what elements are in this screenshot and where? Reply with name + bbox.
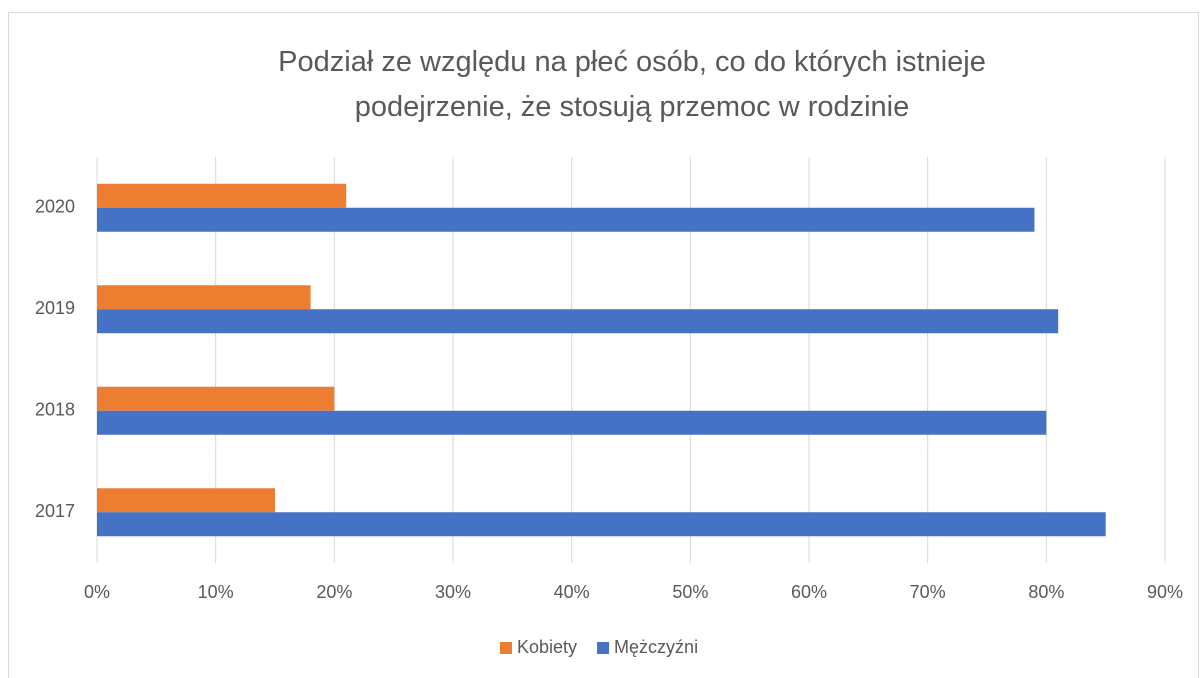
legend-swatch bbox=[500, 642, 512, 654]
x-tick-label: 50% bbox=[672, 582, 708, 602]
y-tick-label: 2017 bbox=[35, 501, 75, 521]
bar bbox=[97, 207, 1035, 232]
x-tick-label: 30% bbox=[435, 582, 471, 602]
bar bbox=[97, 386, 335, 411]
chart-title: Podział ze względu na płeć osób, co do k… bbox=[278, 46, 986, 123]
x-tick-label: 10% bbox=[198, 582, 234, 602]
x-tick-label: 0% bbox=[84, 582, 110, 602]
legend-swatch bbox=[597, 642, 610, 654]
x-tick-label: 60% bbox=[791, 582, 827, 602]
bar bbox=[97, 183, 347, 208]
y-tick-label: 2020 bbox=[35, 197, 75, 217]
bar bbox=[97, 512, 1106, 537]
y-tick-label: 2018 bbox=[35, 400, 75, 420]
x-tick-label: 70% bbox=[910, 582, 946, 602]
x-tick-label: 40% bbox=[554, 582, 590, 602]
chart-border bbox=[8, 12, 1199, 678]
legend-label: Kobiety bbox=[517, 637, 577, 657]
y-tick-label: 2019 bbox=[35, 298, 75, 318]
bar bbox=[97, 410, 1047, 435]
legend-label: Mężczyźni bbox=[614, 637, 698, 657]
x-tick-label: 20% bbox=[316, 582, 352, 602]
x-tick-label: 80% bbox=[1028, 582, 1064, 602]
bar bbox=[97, 285, 311, 310]
x-tick-label: 90% bbox=[1147, 582, 1183, 602]
bar bbox=[97, 309, 1059, 334]
bar bbox=[97, 488, 275, 513]
